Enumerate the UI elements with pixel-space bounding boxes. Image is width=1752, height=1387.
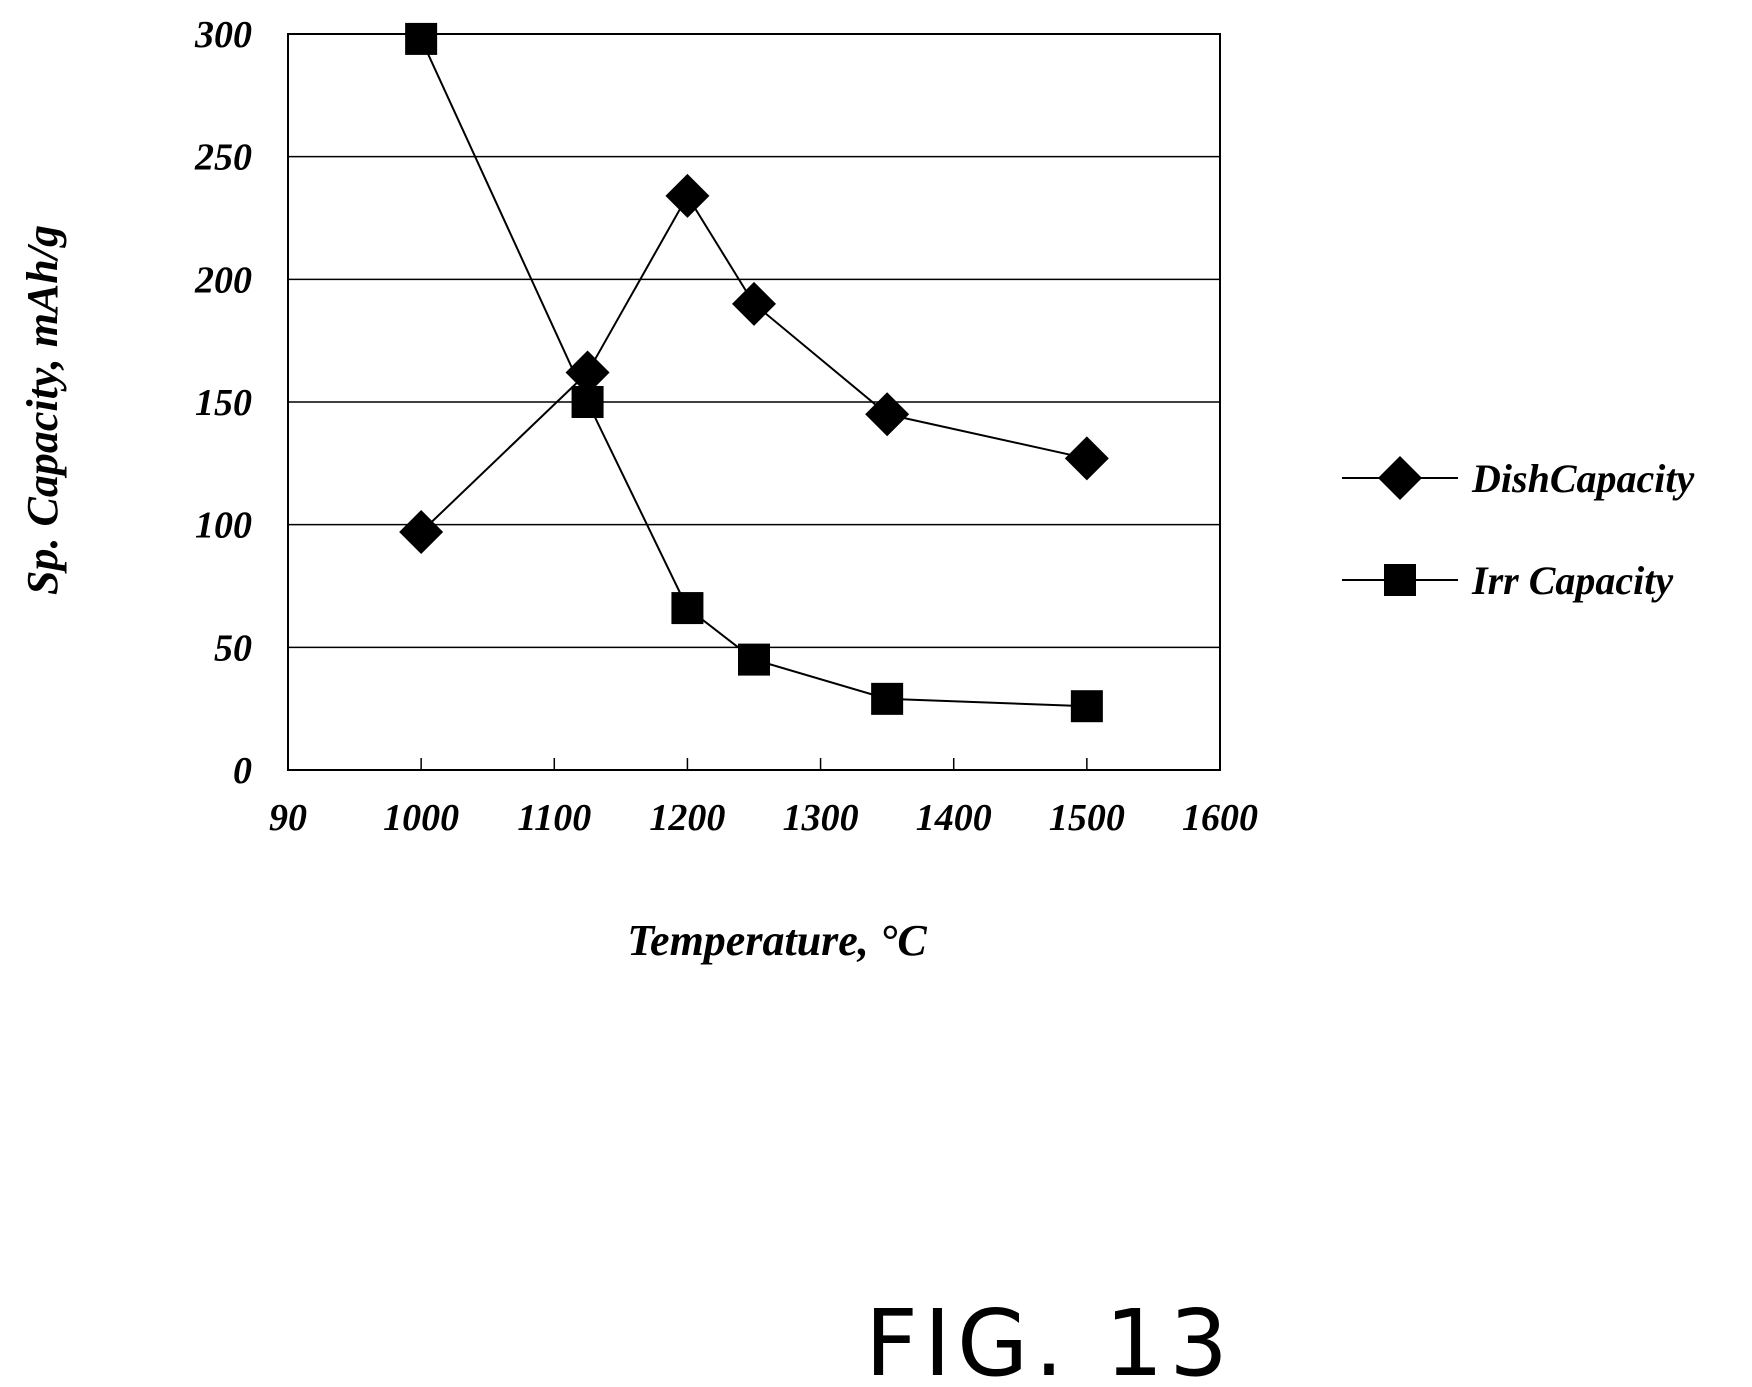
gridlines <box>288 155 1220 649</box>
diamond-marker <box>732 281 776 326</box>
diamond-marker <box>665 173 710 218</box>
diamond-marker <box>565 350 610 395</box>
square-marker <box>671 592 704 625</box>
diamond-marker <box>1064 436 1109 481</box>
legend-entry: DishCapacity <box>1342 456 1694 501</box>
x-tick-label: 1600 <box>1182 797 1258 839</box>
x-tick-label: 90 <box>269 797 307 839</box>
square-marker <box>738 643 770 676</box>
y-tick-label: 100 <box>195 505 252 547</box>
series-line <box>420 38 1087 708</box>
x-tick-label: 1200 <box>649 797 725 839</box>
legend-entry: Irr Capacity <box>1342 558 1673 603</box>
diamond-marker <box>865 392 910 437</box>
x-tick-label: 1000 <box>383 797 459 839</box>
x-axis-ticks: 90 1000 1100 1200 1300 1400 1500 1600 <box>269 758 1258 839</box>
square-marker <box>405 22 438 55</box>
square-marker <box>1070 690 1103 723</box>
legend: DishCapacity Irr Capacity <box>1342 456 1694 603</box>
legend-square-marker <box>1384 564 1416 596</box>
y-tick-label: 50 <box>214 627 252 669</box>
square-marker <box>871 682 904 715</box>
x-tick-label: 1400 <box>916 797 992 839</box>
series-layer <box>399 22 1109 723</box>
plot-area <box>287 33 1221 771</box>
y-axis-title: Sp. Capacity, mAh/g <box>18 225 67 595</box>
x-tick-label: 1500 <box>1049 797 1125 839</box>
y-tick-label: 250 <box>194 137 252 179</box>
series-dishcapacity <box>399 173 1109 555</box>
series-line <box>420 193 1088 533</box>
x-tick-label: 1300 <box>783 797 859 839</box>
y-tick-label: 0 <box>233 750 252 792</box>
figure-label: FIG. 13 <box>865 1290 1234 1387</box>
series-irr-capacity <box>405 22 1103 723</box>
legend-label: DishCapacity <box>1471 456 1694 501</box>
legend-diamond-marker <box>1378 456 1422 500</box>
y-axis-ticks: 0 50 100 150 200 250 300 <box>194 14 252 792</box>
y-tick-label: 300 <box>194 14 252 56</box>
x-tick-label: 1100 <box>517 797 591 839</box>
diamond-marker <box>399 510 444 555</box>
x-axis-title: Temperature, °C <box>627 916 927 965</box>
y-tick-label: 200 <box>194 259 252 301</box>
y-tick-label: 150 <box>195 382 252 424</box>
square-marker <box>571 386 604 418</box>
legend-label: Irr Capacity <box>1471 558 1673 603</box>
